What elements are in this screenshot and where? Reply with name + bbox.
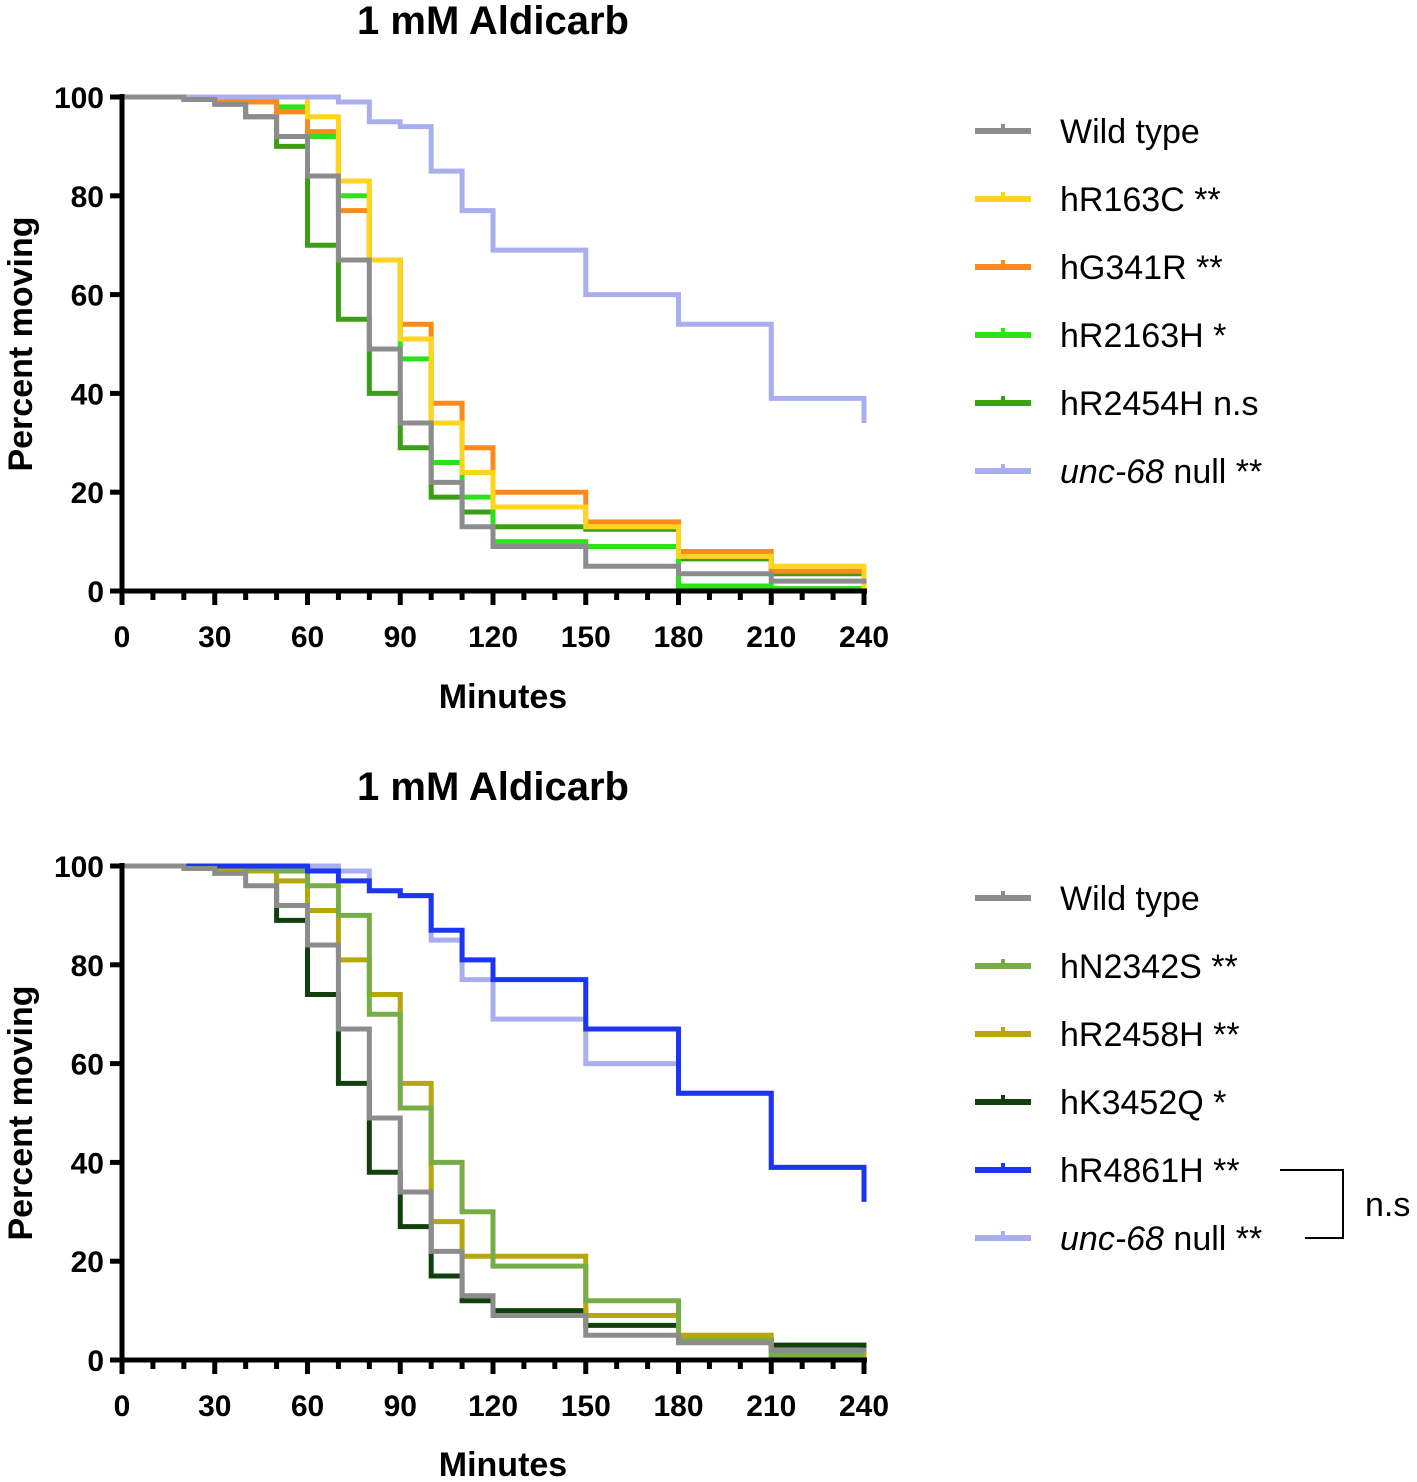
legend-label: hR4861H ** [1060,1152,1240,1190]
y-tick-label: 80 [71,950,104,983]
legend-label-name: hG341R [1060,249,1187,287]
x-tick-label: 60 [291,621,324,654]
x-tick-label: 0 [114,621,131,654]
y-tick-label: 0 [87,576,104,609]
x-tick-label: 180 [653,621,703,654]
y-tick-label: 60 [71,280,104,313]
legend-item: unc-68 null ** [975,453,1262,491]
legend-label: Wild type [1060,113,1200,151]
legend-label: unc-68 null ** [1060,453,1262,491]
y-tick-label: 0 [87,1345,104,1378]
legend-item: hR2458H ** [975,1016,1240,1054]
legend-label: hN2342S ** [1060,948,1238,986]
series-line-wild-type [122,863,867,1353]
series-line-wild-type [122,94,867,584]
legend-label-name: hK3452Q [1060,1084,1204,1122]
legend-label-suffix: * [1204,1084,1227,1122]
panel-top: 1 mM Aldicarb 0 20 40 60 80 100 0 30 60 90 120 150 18… [2,0,1262,716]
y-tick-label: 40 [71,378,104,411]
legend-item: hG341R ** [975,249,1223,287]
x-tick-label: 210 [746,621,796,654]
legend-label-italic: unc-68 [1060,453,1164,491]
legend-item: Wild type [975,113,1200,151]
series-line-unc-68-null [122,863,867,1193]
legend-label-suffix: ** [1185,181,1221,219]
x-tick-label: 150 [561,1390,611,1423]
legend-label-name: hR2163H [1060,317,1204,355]
x-tick-label: 240 [839,1390,889,1423]
legend-item: hR4861H ** [975,1152,1240,1190]
legend-label-suffix: ** [1204,1016,1240,1054]
y-tick-label: 100 [54,851,104,884]
x-tick-label: 210 [746,1390,796,1423]
legend-label-name: hR2458H [1060,1016,1204,1054]
legend-label: Wild type [1060,880,1200,918]
legend-label-suffix: ** [1202,948,1238,986]
legend-label-name: hR163C [1060,181,1185,219]
y-tick-label: 20 [71,477,104,510]
y-axis-title: Percent moving [2,216,40,471]
legend-label: hK3452Q * [1060,1084,1226,1122]
series-line-hn2342s [122,863,864,1358]
legend-label-suffix: * [1204,317,1227,355]
x-tick-label: 180 [653,1390,703,1423]
panel-bottom: 1 mM Aldicarb 0 20 40 60 80 100 0 30 60 90 120 150 18… [2,765,1410,1482]
chart-title: 1 mM Aldicarb [357,0,629,43]
x-axis-title: Minutes [439,1446,567,1482]
legend-item: hR163C ** [975,181,1221,219]
legend-label-name: hR2454H [1060,385,1204,423]
x-tick-label: 150 [561,621,611,654]
x-tick-label: 240 [839,621,889,654]
y-tick-label: 60 [71,1049,104,1082]
legend-label-suffix: null ** [1164,453,1262,491]
y-tick-label: 20 [71,1246,104,1279]
legend-label-suffix: null ** [1164,1220,1262,1258]
legend-label-suffix: n.s [1204,385,1259,423]
x-tick-label: 90 [384,621,417,654]
legend-label-italic: unc-68 [1060,1220,1164,1258]
legend-item: hR2163H * [975,317,1226,355]
series-line-hk3452q [122,863,867,1353]
legend-label: hR2458H ** [1060,1016,1240,1054]
significance-label: n.s [1365,1186,1410,1224]
x-tick-label: 60 [291,1390,324,1423]
x-tick-label: 30 [198,621,231,654]
series-line-hr2163h [122,94,864,592]
legend-item: hK3452Q * [975,1084,1226,1122]
y-tick-label: 80 [71,181,104,214]
x-tick-label: 30 [198,1390,231,1423]
legend-item: hR2454H n.s [975,385,1258,423]
legend-label-name: Wild type [1060,880,1200,918]
legend-label-suffix: ** [1187,249,1223,287]
legend-label-suffix: ** [1204,1152,1240,1190]
x-tick-label: 120 [468,1390,518,1423]
legend-label: hG341R ** [1060,249,1223,287]
legend-label: hR2163H * [1060,317,1226,355]
series-line-unc-68-null [122,94,867,424]
legend-label: hR2454H n.s [1060,385,1258,423]
x-axis-title: Minutes [439,678,567,716]
series-line-hr2458h [122,863,867,1358]
chart-title: 1 mM Aldicarb [357,765,629,809]
legend-item: hN2342S ** [975,948,1238,986]
series-line-hr4861h [122,863,867,1202]
y-axis-title: Percent moving [2,985,40,1240]
legend-label: hR163C ** [1060,181,1221,219]
y-tick-label: 40 [71,1147,104,1180]
x-tick-label: 0 [114,1390,131,1423]
x-tick-label: 90 [384,1390,417,1423]
legend-label-name: hR4861H [1060,1152,1204,1190]
legend-item: unc-68 null ** [975,1220,1262,1258]
x-tick-label: 120 [468,621,518,654]
legend-label-name: Wild type [1060,113,1200,151]
legend-label: unc-68 null ** [1060,1220,1262,1258]
significance-bracket [1280,1169,1344,1239]
legend-label-name: hN2342S [1060,948,1202,986]
y-tick-label: 100 [54,82,104,115]
legend-item: Wild type [975,880,1200,918]
